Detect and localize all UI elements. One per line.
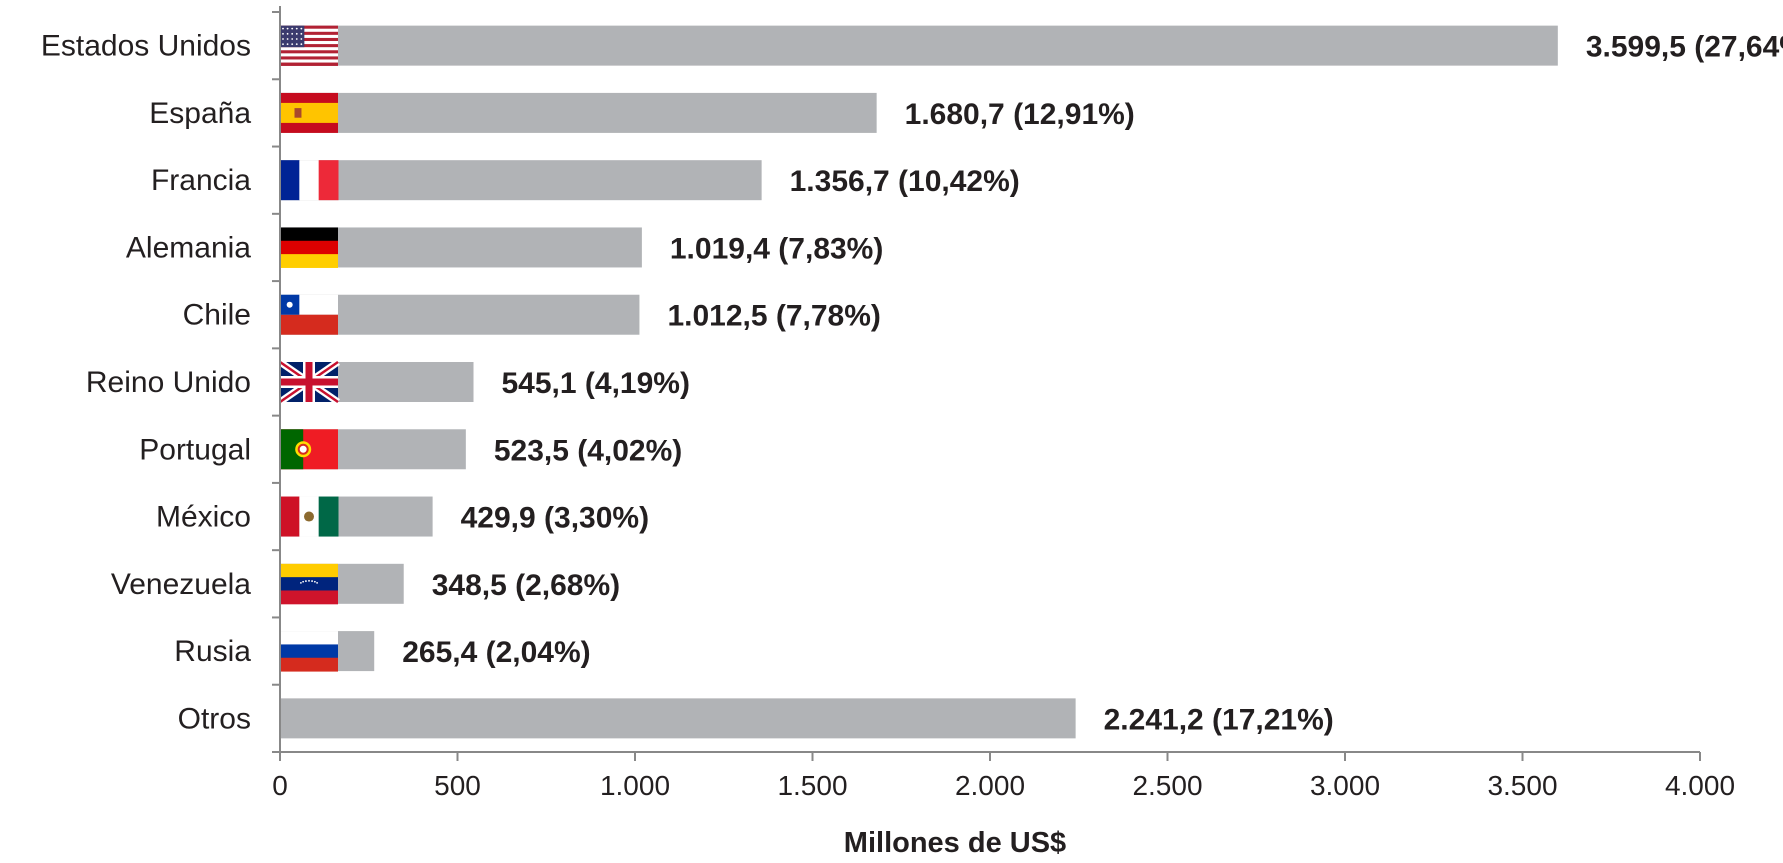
axes-layer: 0 500 1.000 1.500 2.000 2.500 3.000 3.500 4.000 — [272, 6, 1735, 801]
x-tick-label: 1.500 — [777, 770, 847, 801]
portugal-flag-icon — [280, 429, 338, 470]
uk-flag-icon — [278, 359, 340, 405]
x-tick-label: 2.000 — [955, 770, 1025, 801]
data-label-chile: 1.012,5 (7,78%) — [667, 300, 880, 333]
bar-estados-unidos — [280, 25, 1558, 66]
data-label-espana: 1.680,7 (12,91%) — [905, 98, 1135, 131]
data-label-alemania: 1.019,4 (7,83%) — [670, 232, 883, 265]
x-tick-label: 2.500 — [1132, 770, 1202, 801]
category-label-mexico: México — [156, 501, 251, 534]
usa-flag-icon — [280, 25, 338, 66]
bars-layer — [280, 25, 1558, 739]
x-tick-label: 3.000 — [1310, 770, 1380, 801]
data-label-otros: 2.241,2 (17,21%) — [1104, 703, 1334, 736]
data-label-francia: 1.356,7 (10,42%) — [790, 165, 1020, 198]
category-label-espana: España — [149, 97, 251, 130]
data-label-mexico: 429,9 (3,30%) — [461, 502, 649, 535]
data-label-estados-unidos: 3.599,5 (27,64%) — [1586, 31, 1783, 64]
x-axis-title: Millones de US$ — [844, 827, 1066, 859]
x-tick-label: 0 — [272, 770, 288, 801]
category-label-otros: Otros — [178, 702, 251, 735]
category-label-chile: Chile — [183, 299, 251, 332]
x-tick-label: 4.000 — [1665, 770, 1735, 801]
flags-layer — [278, 25, 340, 672]
category-label-estados-unidos: Estados Unidos — [41, 30, 251, 63]
germany-flag-icon — [280, 227, 338, 268]
france-flag-icon — [280, 160, 339, 201]
russia-flag-icon — [280, 631, 338, 672]
bar-otros — [280, 698, 1076, 739]
x-tick-label: 3.500 — [1487, 770, 1557, 801]
x-tick-label: 1.000 — [600, 770, 670, 801]
data-label-rusia: 265,4 (2,04%) — [402, 636, 590, 669]
category-label-francia: Francia — [151, 164, 251, 197]
category-label-alemania: Alemania — [126, 231, 251, 264]
spain-flag-icon — [280, 92, 338, 133]
category-label-venezuela: Venezuela — [111, 568, 251, 601]
venezuela-flag-icon — [280, 563, 338, 605]
bar-alemania — [280, 227, 642, 268]
data-label-venezuela: 348,5 (2,68%) — [432, 569, 620, 602]
data-label-reino-unido: 545,1 (4,19%) — [502, 367, 690, 400]
bar-chile — [280, 294, 640, 335]
mexico-flag-icon — [280, 496, 339, 537]
category-label-reino-unido: Reino Unido — [86, 366, 251, 399]
labels-layer: Estados Unidos 3.599,5 (27,64%) España 1.68… — [41, 30, 1783, 737]
data-label-portugal: 523,5 (4,02%) — [494, 434, 682, 467]
category-label-portugal: Portugal — [139, 433, 251, 466]
bar-francia — [280, 160, 762, 201]
category-label-rusia: Rusia — [174, 635, 251, 668]
bar-espana — [280, 92, 877, 133]
chile-flag-icon — [280, 294, 338, 335]
x-tick-label: 500 — [434, 770, 481, 801]
